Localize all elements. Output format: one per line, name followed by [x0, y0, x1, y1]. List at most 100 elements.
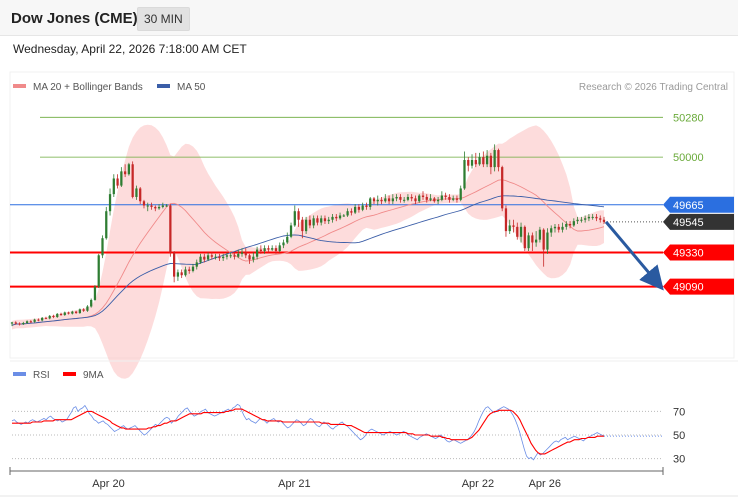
- candle-body: [229, 255, 232, 257]
- legend-label: MA 20 + Bollinger Bands: [33, 82, 143, 93]
- candle-body: [542, 229, 545, 250]
- candle-body: [233, 255, 236, 257]
- candle-body: [271, 248, 274, 250]
- candle-body: [599, 218, 602, 220]
- candle-body: [527, 235, 530, 249]
- candle-body: [301, 219, 304, 232]
- candle-body: [180, 272, 183, 276]
- candle-body: [74, 311, 78, 314]
- candle-body: [591, 216, 594, 218]
- candle-body: [561, 226, 564, 230]
- candle-body: [105, 211, 108, 239]
- candle-body: [41, 317, 44, 321]
- candle-body: [116, 178, 119, 186]
- ma20-line: [11, 179, 605, 326]
- candle-body: [82, 309, 85, 311]
- resistance-level-label: 50280: [673, 112, 704, 124]
- candle-body: [350, 211, 353, 213]
- candle-body: [154, 206, 157, 209]
- candle-body: [534, 239, 538, 243]
- candle-body: [478, 157, 481, 165]
- candle-body: [369, 198, 372, 207]
- rsi-panel: 70 50 30 Apr 20 Apr 21 Apr 22 Apr 26: [0, 360, 738, 497]
- candle-body: [504, 208, 508, 232]
- candle-body: [199, 256, 202, 263]
- candle-body: [18, 323, 21, 325]
- candle-body: [304, 219, 308, 232]
- candle-body: [44, 317, 48, 319]
- candle-body: [425, 196, 428, 200]
- candle-body: [184, 269, 187, 276]
- candle-body: [59, 313, 63, 316]
- x-tick-label: Apr 26: [529, 478, 561, 490]
- candle-body: [538, 229, 542, 240]
- candle-body: [214, 256, 217, 258]
- candle-body: [120, 171, 123, 186]
- candle-body: [444, 195, 447, 197]
- candle-body: [244, 252, 247, 256]
- candle-body: [203, 256, 206, 260]
- candle-body: [90, 299, 93, 307]
- candle-body: [222, 256, 225, 259]
- candle-body: [346, 211, 349, 216]
- support-level-tag: [663, 244, 734, 261]
- candle-body: [191, 266, 195, 271]
- candle-body: [327, 219, 330, 222]
- candle-body: [37, 319, 40, 321]
- candle-body: [71, 311, 74, 314]
- candle-body: [63, 312, 66, 316]
- candle-body: [14, 322, 17, 324]
- candle-body: [225, 255, 229, 257]
- candle-body: [139, 188, 142, 202]
- timeframe-button[interactable]: 30 MIN: [137, 7, 190, 31]
- candle-body: [293, 211, 296, 226]
- instrument-title: Dow Jones (CME): [11, 10, 138, 27]
- candle-body: [489, 155, 493, 168]
- candle-body: [372, 198, 376, 202]
- candle-body: [406, 196, 410, 200]
- candle-body: [142, 201, 146, 206]
- candle-body: [485, 155, 489, 165]
- candle-body: [267, 248, 270, 250]
- candle-body: [523, 226, 526, 249]
- ma50-line: [11, 195, 605, 326]
- rsi-tick-label: 50: [673, 430, 685, 442]
- candle-body: [474, 160, 477, 165]
- candle-body: [289, 225, 293, 237]
- candle-body: [395, 196, 398, 199]
- candle-body: [146, 205, 149, 207]
- candle-body: [161, 205, 164, 207]
- candle-body: [387, 198, 391, 202]
- candle-body: [97, 255, 100, 287]
- candle-body: [365, 205, 368, 207]
- candle-body: [173, 252, 176, 277]
- candle-body: [263, 248, 266, 252]
- candle-body: [206, 255, 210, 260]
- candle-body: [131, 164, 134, 197]
- resistance-level-label: 50000: [673, 152, 704, 164]
- support-level-label: 49330: [673, 247, 704, 259]
- candle-body: [48, 315, 51, 319]
- rsi-line: [11, 403, 605, 461]
- candle-body: [67, 312, 70, 314]
- candle-body: [357, 206, 361, 210]
- candle-body: [101, 238, 104, 256]
- candle-body: [384, 198, 387, 202]
- candle-body: [436, 199, 440, 202]
- legend-label: RSI: [33, 370, 50, 381]
- candle-body: [550, 228, 553, 233]
- last-level-tag: [663, 213, 734, 230]
- x-tick-label: Apr 20: [92, 478, 124, 490]
- support-level-label: 49090: [673, 282, 704, 294]
- candle-body: [331, 216, 334, 220]
- candle-body: [399, 196, 402, 200]
- candle-body: [467, 160, 470, 166]
- current-level-label: 49665: [673, 200, 704, 212]
- price-panel: 50280 50000 49665 49545 49330 49090: [9, 71, 735, 379]
- candle-body: [414, 198, 417, 202]
- ma20-line-icon: [13, 84, 26, 88]
- candle-body: [52, 315, 55, 318]
- candle-body: [576, 219, 579, 222]
- candle-body: [376, 199, 379, 202]
